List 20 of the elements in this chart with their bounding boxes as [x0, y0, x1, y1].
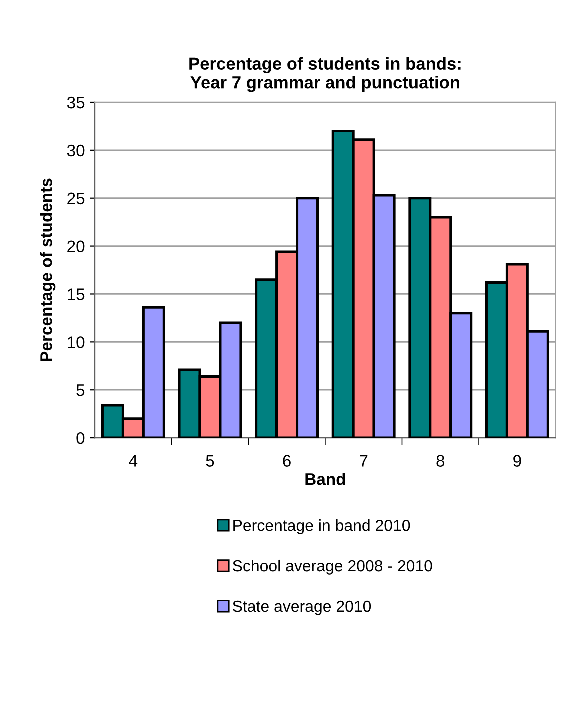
- chart-title: Percentage of students in bands: Year 7 grammar and punctuation: [190, 57, 461, 92]
- y-tick-label: 0: [76, 432, 85, 444]
- y-tick-label: 35: [67, 96, 85, 109]
- y-tick-label: 30: [67, 144, 85, 157]
- x-tick-label: 9: [514, 455, 522, 467]
- y-tick-label: 10: [68, 336, 85, 348]
- x-tick-label: 7: [360, 455, 368, 467]
- legend-label: School average 2008 - 2010: [233, 560, 432, 575]
- y-tick-label: 5: [76, 384, 85, 396]
- y-axis-title: Percentage of students: [40, 178, 56, 362]
- x-tick-label: 8: [436, 455, 445, 467]
- x-tick-label: 5: [206, 455, 214, 467]
- legend-label: Percentage in band 2010: [234, 520, 410, 534]
- x-tick-label: 4: [129, 455, 138, 467]
- legend-label: State average 2010: [233, 600, 372, 616]
- x-axis-title: Band: [306, 473, 346, 486]
- y-tick-label: 20: [68, 240, 85, 253]
- x-tick-label: 6: [283, 455, 291, 467]
- y-tick-label: 15: [68, 288, 85, 300]
- y-tick-label: 25: [68, 192, 85, 205]
